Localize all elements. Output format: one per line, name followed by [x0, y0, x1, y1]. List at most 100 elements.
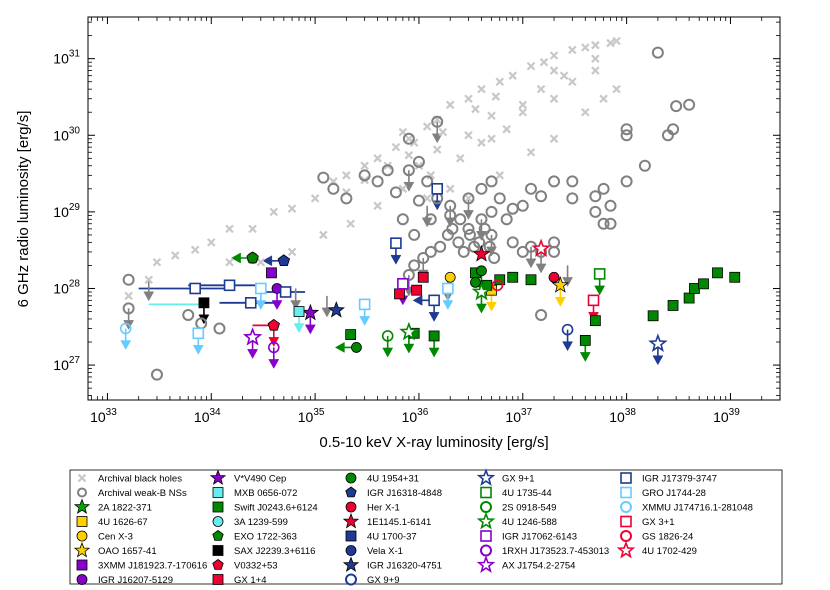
data-point: [591, 54, 600, 63]
legend-entry: GRO J1744-28: [620, 486, 706, 499]
data-point: [518, 100, 528, 110]
data-point: [516, 199, 529, 212]
legend-marker: [212, 545, 224, 556]
data-point: [667, 123, 680, 136]
data-point: [412, 194, 425, 207]
legend-entry: 4U 1626-67: [76, 516, 148, 528]
data-point: [424, 245, 437, 258]
data-point: [248, 224, 257, 234]
data-point: [411, 284, 423, 296]
data-point: [667, 300, 679, 311]
data-point: [589, 205, 602, 218]
legend-entry: 3A 1239-599: [212, 516, 288, 528]
axis-ticks: 1033 1034 1035 1036 1037 1038 1039 1027 1028 1029…: [53, 17, 780, 425]
legend-marker: [76, 559, 88, 571]
data-point: [579, 334, 591, 346]
data-point: [518, 107, 528, 117]
upper-limit-arrow: [290, 288, 302, 310]
data-point: [346, 219, 355, 229]
data-point: [581, 43, 590, 52]
legend-label: GX 9+9: [367, 575, 399, 586]
data-point: [421, 175, 434, 188]
legend-entry: GX 9+1: [476, 468, 534, 486]
tick-label: 1035: [298, 407, 325, 425]
data-point: [548, 245, 561, 258]
data-point: [462, 192, 475, 205]
data-point: [536, 84, 546, 94]
legend-label: 4U 1700-37: [367, 532, 417, 543]
data-point: [487, 111, 496, 120]
data-point: [301, 303, 320, 321]
data-point: [381, 330, 394, 342]
legend-label: Swift J0243.6+6124: [234, 503, 318, 514]
data-point: [548, 271, 560, 283]
legend-label: AX J1754.2-2754: [502, 561, 575, 572]
data-point: [340, 192, 353, 205]
legend-label: 4U 1702-429: [642, 546, 697, 557]
data-point: [566, 192, 579, 205]
data-point: [402, 132, 415, 145]
data-point: [213, 322, 226, 335]
legend-marker: [76, 516, 88, 527]
data-point: [612, 36, 621, 46]
data-point: [464, 194, 473, 203]
data-point: [549, 94, 559, 104]
data-point: [464, 130, 473, 140]
data-point: [549, 51, 559, 60]
data-point: [612, 84, 621, 94]
upper-limit-arrow: [525, 246, 537, 269]
tick-label: 1037: [505, 407, 532, 425]
data-point: [444, 199, 457, 212]
legend-entry: GX 9+9: [345, 573, 399, 586]
legend-entry: 4U 1702-429: [616, 540, 697, 559]
data-point: [470, 277, 481, 288]
legend-entry: EXO 1722-363: [212, 530, 297, 543]
data-point: [471, 281, 492, 301]
data-point: [494, 274, 506, 286]
legend-marker: [480, 530, 492, 542]
legend-label: GRO J1744-28: [642, 488, 706, 499]
data-point: [242, 327, 263, 346]
upper-limit-arrow: [562, 265, 573, 287]
data-point: [327, 182, 340, 195]
legend-marker: [345, 530, 357, 542]
data-point: [198, 297, 210, 309]
legend: Archival black holes Archival weak-B NSs 2…: [73, 468, 753, 586]
data-point: [568, 77, 577, 87]
legend-marker: [345, 501, 357, 513]
data-point: [223, 279, 236, 292]
legend-marker: [77, 473, 87, 483]
data-point: [487, 134, 496, 144]
data-point: [526, 61, 536, 71]
legend-entry: V0332+53: [212, 559, 278, 572]
data-point: [587, 294, 600, 307]
data-point: [491, 92, 501, 101]
tick-label: 1030: [53, 125, 80, 143]
data-point: [389, 186, 402, 199]
legend-marker: [212, 559, 224, 570]
data-point: [591, 40, 600, 50]
legend-label: IGR J17062-6143: [502, 532, 577, 543]
tick-label: 1031: [53, 49, 80, 67]
legend-label: V*V490 Cep: [234, 474, 286, 485]
legend-label: IGR J16207-5129: [98, 575, 173, 586]
legend-entry: 4U 1954+31: [345, 472, 419, 485]
legend-entry: IGR J16320-4751: [342, 556, 442, 573]
data-point: [431, 115, 444, 128]
data-point: [620, 123, 633, 136]
data-point: [457, 245, 470, 258]
data-point: [683, 98, 696, 111]
legend-marker: [480, 486, 492, 499]
legend-entry: 2A 1822-371: [73, 498, 152, 515]
data-point: [293, 306, 305, 317]
legend-marker: [209, 469, 227, 486]
data-point: [506, 202, 519, 215]
plot-frame: [87, 16, 781, 401]
x-axis-label: 0.5-10 keV X-ray luminosity [erg/s]: [319, 434, 548, 451]
data-point: [150, 368, 163, 381]
data-point: [287, 247, 297, 257]
data-point: [483, 240, 496, 253]
data-point: [508, 71, 517, 80]
data-point: [551, 276, 569, 293]
legend-label: GX 3+1: [642, 517, 674, 528]
